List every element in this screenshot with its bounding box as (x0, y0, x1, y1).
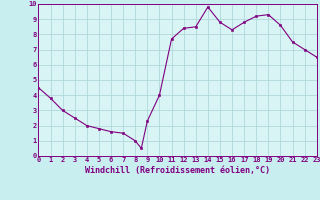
X-axis label: Windchill (Refroidissement éolien,°C): Windchill (Refroidissement éolien,°C) (85, 166, 270, 175)
